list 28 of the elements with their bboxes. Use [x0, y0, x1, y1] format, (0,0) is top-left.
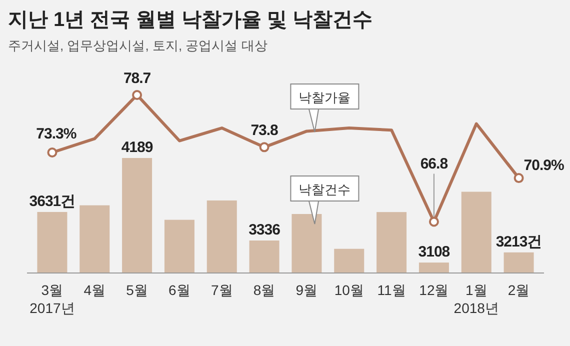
x-tick-label: 3월 2017년: [30, 282, 75, 316]
x-tick-label: 1월 2018년: [454, 282, 499, 316]
data-label: 3631건: [29, 192, 76, 210]
data-label: 70.9%: [524, 157, 564, 174]
x-tick-label: 4월: [84, 282, 106, 298]
series-label: 낙찰건수: [298, 182, 351, 197]
x-tick-label: 12월: [419, 282, 449, 298]
data-label: 3336: [248, 222, 280, 238]
x-tick-label: 10월: [334, 282, 364, 298]
x-tick-label: 5월: [126, 282, 148, 298]
data-label: 66.8: [420, 156, 448, 173]
callout: 낙찰가율: [290, 84, 360, 132]
x-tick-label: 2월: [508, 282, 530, 298]
series-label: 낙찰가율: [298, 90, 351, 105]
x-tick-label: 9월: [296, 282, 318, 298]
data-label: 4189: [121, 139, 153, 156]
chart-title: 지난 1년 전국 월별 낙찰가율 및 낙찰건수: [8, 9, 372, 31]
x-tick-label: 8월: [253, 282, 276, 298]
data-label: 78.7: [123, 70, 151, 87]
data-label: 3213건: [496, 233, 542, 250]
callout: 낙찰건수: [290, 176, 360, 224]
data-label: 73.8: [250, 122, 278, 140]
data-label: 73.3%: [36, 125, 76, 142]
data-label: 3108: [418, 244, 450, 261]
x-tick-label: 11월: [377, 282, 406, 298]
x-tick-label: 6월: [168, 282, 190, 298]
chart-subtitle: 주거시설, 업무상업시설, 토지, 공업시설 대상: [8, 38, 268, 53]
x-tick-label: 7월: [210, 282, 233, 298]
